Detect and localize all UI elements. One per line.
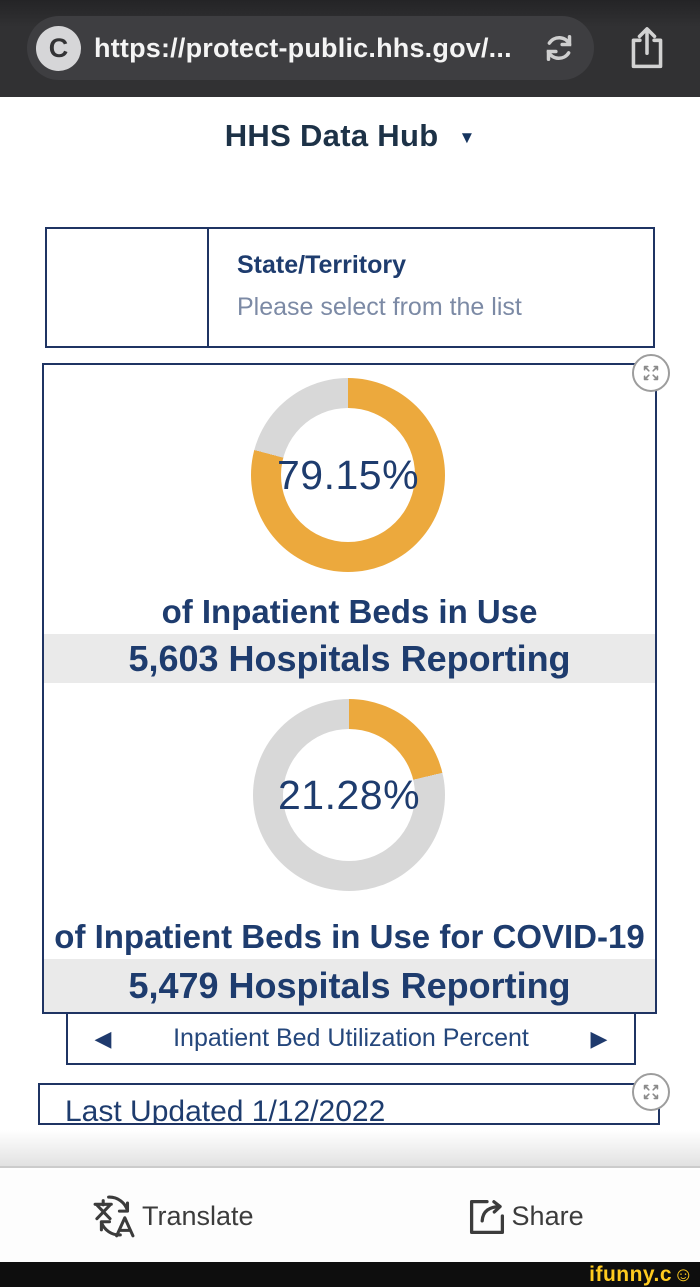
pager-next-icon[interactable]: ▶: [590, 1025, 608, 1051]
chart-pager: ◀ Inpatient Bed Utilization Percent ▶: [66, 1014, 636, 1065]
donut-hole: 21.28%: [278, 729, 420, 861]
last-updated-box: Last Updated 1/12/2022: [38, 1083, 660, 1125]
covid-beds-caption: of Inpatient Beds in Use for COVID-19: [54, 918, 645, 955]
donut-value-label: 79.15%: [276, 451, 420, 498]
share-button[interactable]: Share: [462, 1191, 584, 1241]
ifunny-watermark: ifunny.c ☺: [589, 1264, 694, 1285]
share-label: Share: [511, 1200, 584, 1231]
beds-in-use-reporting: 5,603 Hospitals Reporting: [44, 634, 655, 683]
browser-bottom-toolbar: Translate Share: [0, 1170, 700, 1262]
beds-in-use-caption: of Inpatient Beds in Use: [161, 593, 538, 630]
donut-hole: 79.15%: [277, 408, 419, 542]
watermark-strip: ifunny.c ☺: [0, 1262, 700, 1287]
state-territory-empty-cell: [47, 229, 209, 346]
page-title: HHS Data Hub: [224, 118, 439, 153]
smiley-icon: ☺: [673, 1263, 694, 1286]
expand-icon[interactable]: [632, 1073, 670, 1111]
page-bottom-shadow: [0, 1130, 700, 1168]
translate-label: Translate: [142, 1200, 254, 1231]
donut-value-label: 21.28%: [277, 771, 421, 818]
expand-icon[interactable]: [632, 354, 670, 392]
page-title-row: HHS Data Hub ▼: [0, 118, 700, 154]
covid-beds-reporting: 5,479 Hospitals Reporting: [44, 959, 655, 1012]
inpatient-beds-card: 79.15% of Inpatient Beds in Use 5,603 Ho…: [42, 363, 657, 1014]
pager-label: Inpatient Bed Utilization Percent: [173, 1024, 529, 1052]
watermark-text: ifunny.c: [589, 1263, 673, 1286]
share-icon: [462, 1191, 512, 1241]
browser-top-bar: C https://protect-public.hhs.gov/...: [0, 0, 700, 97]
last-updated-text: Last Updated 1/12/2022: [65, 1095, 386, 1125]
address-bar[interactable]: C https://protect-public.hhs.gov/...: [27, 16, 594, 80]
state-territory-placeholder: Please select from the list: [237, 293, 522, 321]
pager-prev-icon[interactable]: ◀: [94, 1025, 112, 1051]
url-text[interactable]: https://protect-public.hhs.gov/...: [94, 32, 512, 63]
site-badge: C: [36, 25, 81, 71]
donut-chart-beds-in-use: 79.15%: [251, 378, 445, 572]
state-territory-label: State/Territory: [237, 251, 407, 279]
reload-icon[interactable]: [538, 27, 580, 69]
browser-share-icon[interactable]: [622, 22, 672, 74]
site-badge-letter: C: [48, 32, 69, 63]
translate-icon: [86, 1189, 142, 1243]
state-territory-box: State/Territory Please select from the l…: [45, 227, 655, 348]
donut-chart-covid-beds: 21.28%: [253, 699, 445, 891]
chevron-down-icon[interactable]: ▼: [458, 128, 476, 147]
translate-button[interactable]: Translate: [86, 1189, 254, 1243]
state-territory-selector[interactable]: State/Territory Please select from the l…: [209, 229, 653, 346]
